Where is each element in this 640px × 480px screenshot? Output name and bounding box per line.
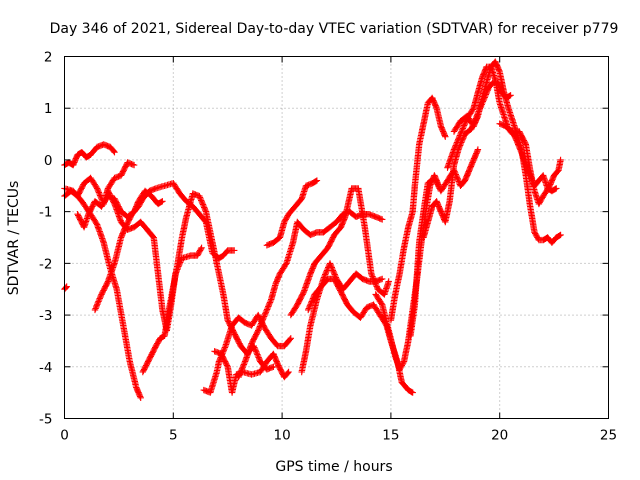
y-tick-label: -1 <box>39 205 52 221</box>
x-tick-label: 20 <box>491 428 508 444</box>
chart-title: Day 346 of 2021, Sidereal Day-to-day VTE… <box>50 21 619 37</box>
data-point-markers <box>387 94 449 324</box>
x-tick-label: 15 <box>382 428 399 444</box>
y-tick-label: -5 <box>39 412 52 428</box>
data-point-markers <box>407 146 482 339</box>
data-point-markers <box>61 141 118 169</box>
series-track-12 <box>263 177 321 249</box>
x-tick-label: 5 <box>169 428 178 444</box>
x-tick-label: 0 <box>60 428 69 444</box>
y-tick-label: 2 <box>44 50 53 66</box>
series-track-21 <box>450 58 564 246</box>
data-point-markers <box>372 172 442 373</box>
data-point-markers <box>211 348 292 396</box>
series-track-1 <box>61 283 70 293</box>
data-point-markers <box>200 311 294 396</box>
series-track-3 <box>61 141 118 169</box>
axis-ticks: 0 5 10 15 20 25 -5 -4 -3 -2 -1 0 1 2 <box>39 50 617 444</box>
data-point-markers <box>450 58 564 246</box>
data-point-markers <box>61 283 70 293</box>
series-track-16 <box>372 172 442 373</box>
y-tick-label: 0 <box>44 153 53 169</box>
x-tick-label: 25 <box>600 428 617 444</box>
data-markers <box>61 58 564 401</box>
x-tick-label: 10 <box>274 428 291 444</box>
data-point-markers <box>496 120 564 208</box>
y-axis-label: SDTVAR / TECUs <box>6 181 22 296</box>
series-track-10 <box>211 348 292 396</box>
series-track-22 <box>496 120 564 208</box>
y-tick-label: -4 <box>39 360 52 376</box>
series-track-18 <box>407 146 482 339</box>
y-tick-label: -2 <box>39 256 52 272</box>
y-tick-label: -3 <box>39 308 52 324</box>
y-tick-label: 1 <box>44 101 53 117</box>
plot-frame <box>64 56 609 419</box>
series-track-11 <box>235 208 386 381</box>
x-axis-label: GPS time / hours <box>275 459 392 475</box>
series-track-9 <box>200 311 294 396</box>
data-point-markers <box>263 177 321 249</box>
series-track-17 <box>387 94 449 324</box>
data-point-markers <box>235 208 386 381</box>
